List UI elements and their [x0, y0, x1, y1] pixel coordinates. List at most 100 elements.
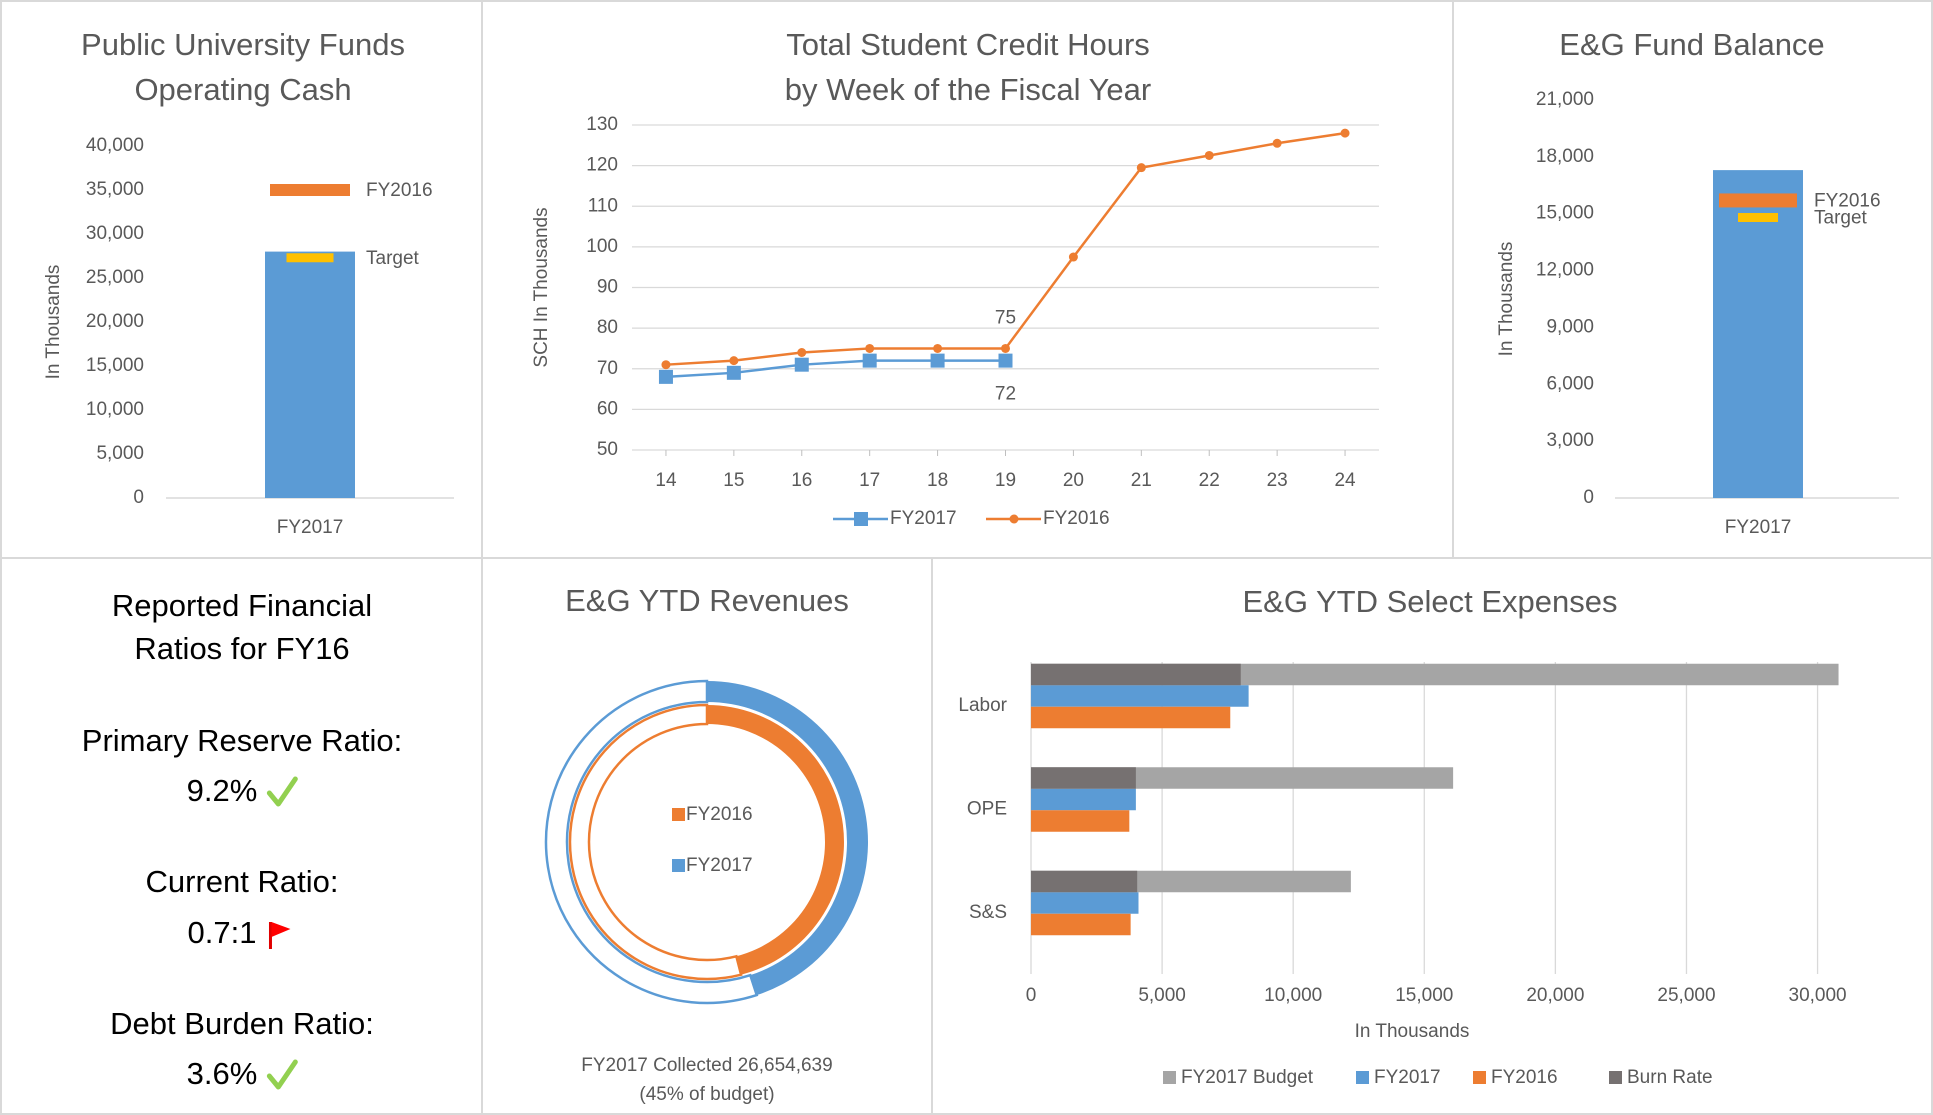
x-tick-label: 19 [995, 470, 1016, 491]
bar [1031, 913, 1131, 936]
ring-segment [707, 705, 845, 975]
y-tick-label: 21,000 [1536, 89, 1594, 110]
bar [1031, 706, 1231, 729]
annotation: (45% of budget) [639, 1084, 774, 1105]
legend-swatch [1356, 1071, 1369, 1084]
y-tick-label: 40,000 [86, 135, 144, 156]
ring-remainder [568, 703, 743, 981]
y-tick-label: 110 [588, 195, 618, 216]
legend-label: FY2017 [1374, 1067, 1441, 1088]
x-tick-label: FY2017 [277, 517, 344, 538]
x-tick-label: 25,000 [1657, 985, 1715, 1006]
y-tick-label: 50 [597, 439, 618, 460]
x-tick-label: 24 [1334, 470, 1356, 491]
x-tick-label: 10,000 [1264, 985, 1322, 1006]
series-line [665, 131, 1346, 366]
legend-swatch [1163, 1071, 1176, 1084]
legend-swatch [672, 808, 685, 821]
y-tick-label: 6,000 [1546, 373, 1594, 394]
legend-label: FY2017 Budget [1181, 1067, 1314, 1088]
y-tick-label: 80 [597, 317, 618, 338]
y-tick-label: S&S [969, 902, 1007, 923]
point [930, 353, 945, 368]
chart-title: Operating Cash [134, 72, 351, 107]
y-tick-label: 15,000 [1536, 203, 1594, 224]
point [794, 357, 809, 372]
y-tick-label: 25,000 [86, 267, 144, 288]
marker-label: Target [366, 248, 420, 269]
marker-label: Target [1814, 208, 1868, 229]
legend-label: FY2017 [686, 855, 753, 876]
ring-remainder [544, 679, 759, 1005]
y-tick-label: 130 [586, 114, 618, 135]
marker-label: FY2016 [366, 180, 433, 201]
y-tick-label: 5,000 [96, 443, 144, 464]
y-tick-label: 20,000 [86, 311, 144, 332]
x-tick-label: 16 [791, 470, 812, 491]
y-tick-label: 100 [586, 236, 618, 257]
ring-segment [707, 681, 869, 996]
point [661, 360, 671, 370]
y-tick-label: 3,000 [1546, 430, 1594, 451]
data-label: 72 [995, 384, 1016, 405]
chart-title: E&G Fund Balance [1559, 27, 1824, 62]
y-tick-label: 30,000 [86, 223, 144, 244]
point [658, 369, 673, 384]
x-tick-label: 17 [859, 470, 880, 491]
data-label: 75 [995, 307, 1016, 328]
target-marker [286, 253, 334, 263]
legend-swatch [1609, 1071, 1622, 1084]
bar [1713, 170, 1803, 498]
series-line [665, 359, 1006, 379]
target-marker [1719, 193, 1797, 208]
marker-label: FY2016 [1814, 190, 1881, 211]
ratio-value: 9.2% [187, 773, 258, 808]
chart-title: Total Student Credit Hours [786, 27, 1150, 62]
status-check [266, 1059, 298, 1090]
y-tick-label: 15,000 [86, 355, 144, 376]
point [726, 365, 741, 380]
bar [1031, 810, 1130, 832]
y-tick-label: 0 [1583, 487, 1594, 508]
x-tick-label: 20,000 [1526, 985, 1584, 1006]
y-tick-label: 35,000 [86, 179, 144, 200]
chart-title: E&G YTD Select Expenses [1242, 584, 1617, 619]
y-tick-label: 18,000 [1536, 146, 1594, 167]
x-tick-label: 0 [1026, 985, 1037, 1006]
ratio-value: 0.7:1 [188, 915, 257, 950]
y-tick-label: 60 [597, 398, 618, 419]
legend-label: FY2017 [890, 508, 957, 529]
x-axis-label: In Thousands [1355, 1021, 1470, 1042]
ratio-label: Debt Burden Ratio: [110, 1006, 374, 1041]
status-flag [271, 922, 291, 937]
point [933, 343, 943, 353]
legend-label: FY2016 [1043, 508, 1110, 529]
y-tick-label: 120 [586, 155, 618, 176]
legend-marker [854, 512, 868, 526]
bar [1031, 685, 1249, 707]
chart-title: by Week of the Fiscal Year [785, 72, 1151, 107]
legend-label: Burn Rate [1627, 1067, 1713, 1088]
legend-label: FY2016 [686, 804, 753, 825]
point [862, 353, 877, 368]
target-marker [270, 184, 350, 196]
bar [1031, 892, 1139, 914]
legend-swatch [1473, 1071, 1486, 1084]
bar [1031, 870, 1138, 893]
x-tick-label: 18 [927, 470, 948, 491]
legend-marker [1009, 514, 1019, 524]
y-tick-label: 90 [597, 277, 618, 298]
x-tick-label: 15,000 [1395, 985, 1453, 1006]
bar [1031, 788, 1136, 811]
target-marker [1738, 213, 1778, 223]
x-tick-label: 22 [1199, 470, 1220, 491]
legend-swatch [672, 859, 685, 872]
y-tick-label: 0 [133, 487, 144, 508]
chart-title: Public University Funds [81, 27, 405, 62]
x-tick-label: 20 [1063, 470, 1084, 491]
y-tick-label: 70 [597, 358, 618, 379]
y-tick-label: 12,000 [1536, 260, 1594, 281]
